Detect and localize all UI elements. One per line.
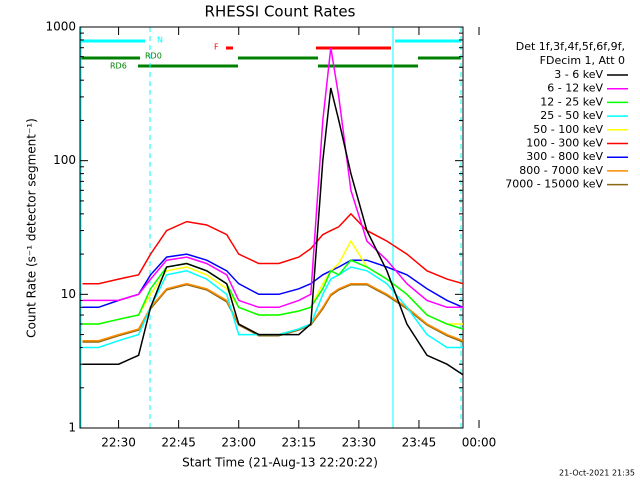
x-tick-label: 23:30 xyxy=(342,436,377,450)
annotation: F xyxy=(214,43,219,52)
series-line xyxy=(82,253,464,309)
y-tick-label: 100 xyxy=(53,153,76,167)
x-tick-label: 22:30 xyxy=(101,436,136,450)
legend-label: 100 - 300 keV xyxy=(526,137,603,150)
chart-title: RHESSI Count Rates xyxy=(205,3,356,21)
x-axis-label: Start Time (21-Aug-13 22:20:22) xyxy=(182,456,378,470)
legend-header: FDecim 1, Att 0 xyxy=(540,54,625,67)
y-tick-label: 1000 xyxy=(45,20,76,34)
plot-frame xyxy=(79,26,464,429)
attenuator-bars xyxy=(81,39,461,68)
vertical-markers xyxy=(80,27,462,428)
legend-label: 12 - 25 keV xyxy=(540,95,603,108)
footer: 21-Oct-2021 21:35 xyxy=(559,469,635,478)
annotation: N xyxy=(157,36,163,45)
annotation: RD6 xyxy=(110,62,127,71)
x-tick-label: 23:15 xyxy=(282,436,317,450)
y-tick-label: 10 xyxy=(61,287,76,301)
legend-label: 6 - 12 keV xyxy=(547,82,603,95)
legend-header: Det 1f,3f,4f,5f,6f,9f, xyxy=(516,40,625,53)
y-tick-label: 1 xyxy=(68,421,76,435)
x-tick-label: 00:00 xyxy=(462,436,497,450)
series-line xyxy=(82,212,464,285)
series-line xyxy=(82,47,463,309)
legend-label: 7000 - 15000 keV xyxy=(505,178,603,191)
y-axis-label: Count Rate (s⁻¹ detector segment⁻¹) xyxy=(25,118,39,338)
x-tick-label: 23:45 xyxy=(402,436,437,450)
x-tick-label: 22:45 xyxy=(161,436,196,450)
legend-label: 25 - 50 keV xyxy=(540,109,603,122)
legend-label: 3 - 6 keV xyxy=(554,68,603,81)
annotation: RD0 xyxy=(145,52,162,61)
legend-label: 800 - 7000 keV xyxy=(519,164,603,177)
legend-label: 300 - 800 keV xyxy=(526,150,603,163)
legend-label: 50 - 100 keV xyxy=(533,123,603,136)
series-line xyxy=(82,87,464,376)
x-tick-label: 23:00 xyxy=(221,436,256,450)
series-line xyxy=(82,266,463,349)
